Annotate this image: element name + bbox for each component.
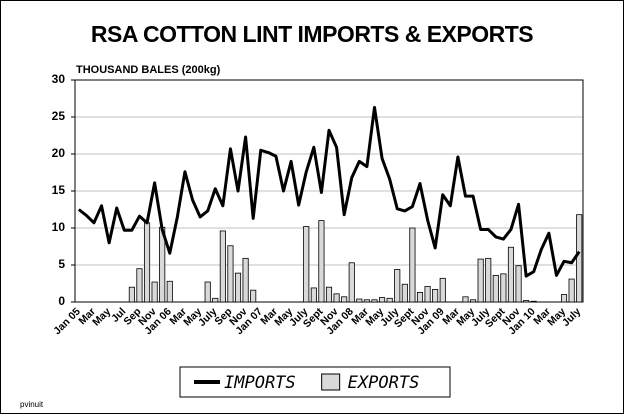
bar: [492, 274, 499, 303]
footnote: pvinuit: [20, 400, 44, 409]
bar: [530, 300, 537, 303]
y-tick-label: 0: [58, 294, 65, 308]
bar: [318, 220, 325, 303]
bar: [507, 246, 515, 303]
bar: [356, 298, 363, 303]
bar: [485, 257, 492, 303]
bar: [363, 299, 370, 303]
y-tick-label: 10: [52, 220, 66, 234]
bar: [371, 299, 378, 303]
bar: [462, 296, 469, 303]
line: [77, 105, 581, 278]
bar: [432, 289, 439, 303]
bar: [515, 265, 522, 303]
bar: [500, 273, 507, 303]
legend-box: [179, 366, 451, 398]
bar: [227, 245, 234, 303]
bar: [250, 289, 257, 303]
bar: [151, 281, 158, 303]
bar: [409, 227, 416, 303]
y-tick-label: 5: [58, 257, 65, 271]
bar: [416, 291, 424, 303]
bar: [242, 257, 249, 303]
bar: [523, 300, 530, 303]
bar: [143, 222, 151, 303]
bar: [325, 286, 333, 303]
bar: [166, 280, 173, 303]
legend-label: IMPORTS: [224, 373, 296, 393]
bar: [470, 299, 477, 303]
chart-title: RSA COTTON LINT IMPORTS & EXPORTS: [91, 21, 533, 47]
y-tick-label: 30: [52, 72, 66, 86]
bar: [234, 272, 242, 303]
legend-label: EXPORTS: [348, 373, 420, 393]
bar: [568, 278, 575, 303]
legend-swatch: [321, 373, 341, 391]
bar: [128, 286, 135, 303]
bar: [560, 294, 568, 303]
bar: [394, 269, 401, 303]
y-tick-label: 15: [52, 183, 66, 197]
bar: [204, 281, 211, 303]
bar: [386, 297, 393, 303]
bar: [379, 297, 386, 303]
y-axis-label: THOUSAND BALES (200kg): [76, 64, 221, 76]
bar: [348, 262, 355, 303]
bar: [303, 226, 310, 303]
bar: [439, 277, 446, 303]
bar: [212, 297, 219, 303]
bar: [310, 287, 317, 303]
bar: [333, 293, 340, 303]
y-tick-label: 25: [52, 109, 66, 123]
bar: [341, 296, 348, 303]
bar: [136, 268, 143, 303]
bar: [576, 214, 583, 303]
bar: [477, 258, 484, 303]
bar: [424, 286, 431, 303]
bar: [401, 283, 408, 303]
bar: [219, 230, 226, 303]
y-tick-label: 20: [52, 146, 66, 160]
